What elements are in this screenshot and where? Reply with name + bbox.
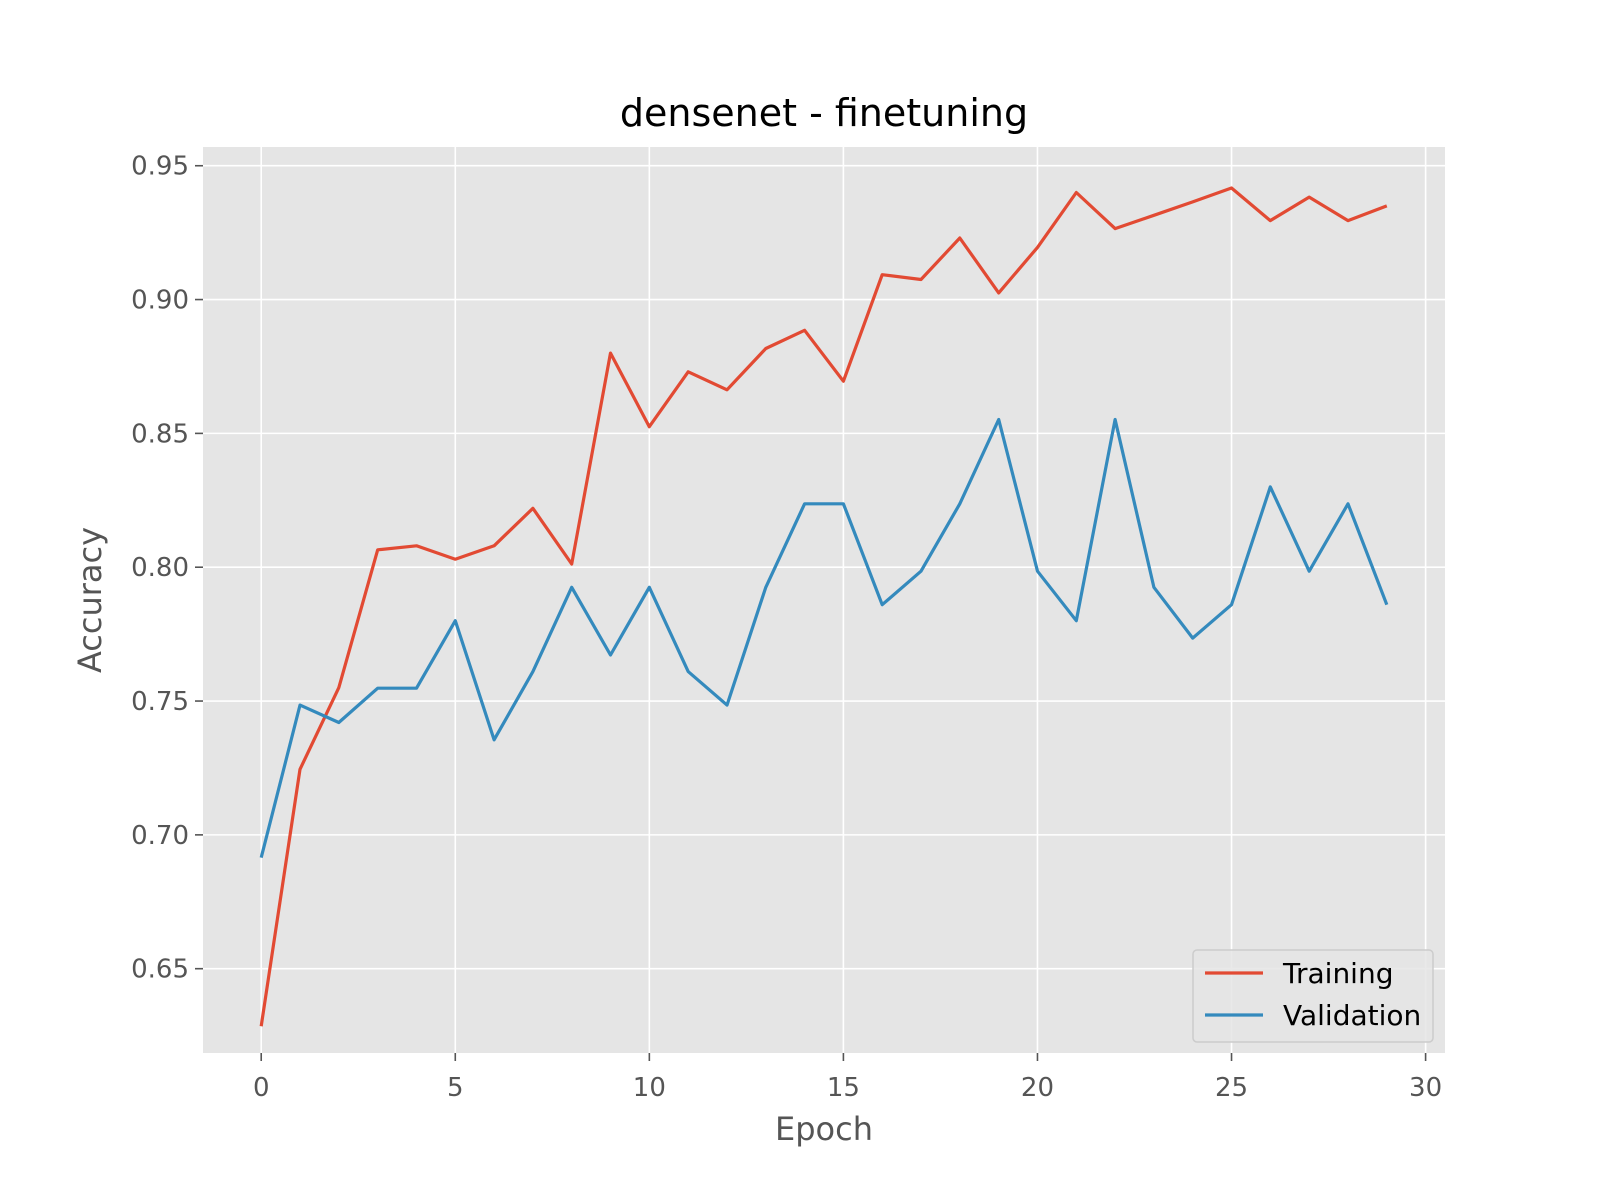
legend-label-training: Training (1282, 957, 1393, 990)
y-tick-label: 0.95 (131, 152, 189, 182)
x-tick-label: 25 (1215, 1073, 1248, 1103)
legend-label-validation: Validation (1283, 999, 1421, 1032)
grid-lines (203, 147, 1445, 1053)
chart-title: densenet - finetuning (620, 91, 1028, 135)
y-tick-label: 0.85 (131, 419, 189, 449)
y-tick-label: 0.75 (131, 687, 189, 717)
plot-area (203, 147, 1445, 1053)
y-axis-label: Accuracy (71, 527, 109, 673)
axis-ticks: 0 5 10 15 20 25 30 0.65 0.70 0.75 0.80 0.85 0.90 0.95 (131, 152, 1442, 1103)
x-tick-label: 15 (827, 1073, 860, 1103)
x-tick-label: 30 (1409, 1073, 1442, 1103)
series-lines (259, 186, 1389, 1027)
x-tick-label: 0 (253, 1073, 270, 1103)
y-tick-label: 0.70 (131, 821, 189, 851)
y-tick-label: 0.65 (131, 955, 189, 985)
x-axis-label: Epoch (775, 1110, 873, 1148)
x-tick-label: 20 (1021, 1073, 1054, 1103)
x-tick-label: 10 (633, 1073, 666, 1103)
x-tick-label: 5 (447, 1073, 464, 1103)
series-line-validation (259, 417, 1389, 858)
y-tick-label: 0.90 (131, 286, 189, 316)
legend: Training Validation (1192, 949, 1434, 1043)
y-tick-label: 0.80 (131, 553, 189, 583)
series-line-training (259, 186, 1388, 1027)
